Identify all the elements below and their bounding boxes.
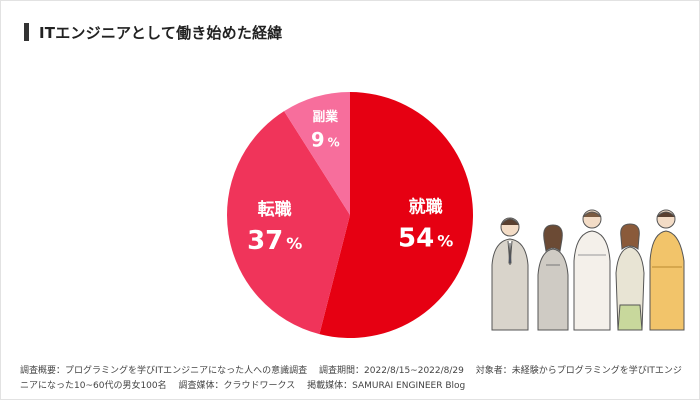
person-figure-3 bbox=[573, 209, 611, 331]
person-figure-5 bbox=[649, 209, 685, 331]
person-figure-1 bbox=[491, 217, 529, 331]
business-people-illustration bbox=[491, 209, 685, 331]
pie-slice-1 bbox=[226, 111, 350, 335]
footnote-published: 掲載媒体：SAMURAI ENGINEER Blog bbox=[307, 381, 466, 391]
pie-slice-value-2: 9% bbox=[311, 128, 340, 151]
pie-slice-value-0: 54% bbox=[398, 224, 453, 254]
pie-slice-label-1: 転職 bbox=[258, 199, 292, 220]
pie-slice-2 bbox=[284, 92, 350, 215]
pie-slice-label-2: 副業 bbox=[312, 109, 338, 125]
footnote-target: 対象者：未経験からプログラミングを学びITエンジニアになった10~60代の男女1… bbox=[20, 366, 682, 391]
chart-title: ITエンジニアとして働き始めた経緯 bbox=[39, 23, 283, 42]
footnote-survey-period: 調査期間：2022/8/15~2022/8/29 bbox=[319, 366, 464, 376]
footnote-survey-overview: 調査概要：プログラミングを学びITエンジニアになった人への意識調査 bbox=[20, 366, 308, 376]
pie-slice-label-0: 就職 bbox=[409, 197, 443, 218]
pie-slice-0 bbox=[319, 92, 474, 338]
survey-footnote: 調査概要：プログラミングを学びITエンジニアになった人への意識調査 調査期間：2… bbox=[20, 364, 685, 394]
chart-title-block: ITエンジニアとして働き始めた経緯 bbox=[24, 22, 282, 42]
person-figure-2 bbox=[537, 224, 569, 331]
title-accent-bar bbox=[24, 23, 29, 41]
footnote-media: 調査媒体：クラウドワークス bbox=[178, 381, 296, 391]
pie-slice-value-1: 37% bbox=[247, 226, 302, 256]
pie-chart: 就職 54 % 転職 37 % 副業 9% bbox=[226, 92, 474, 338]
person-figure-4 bbox=[615, 223, 645, 331]
